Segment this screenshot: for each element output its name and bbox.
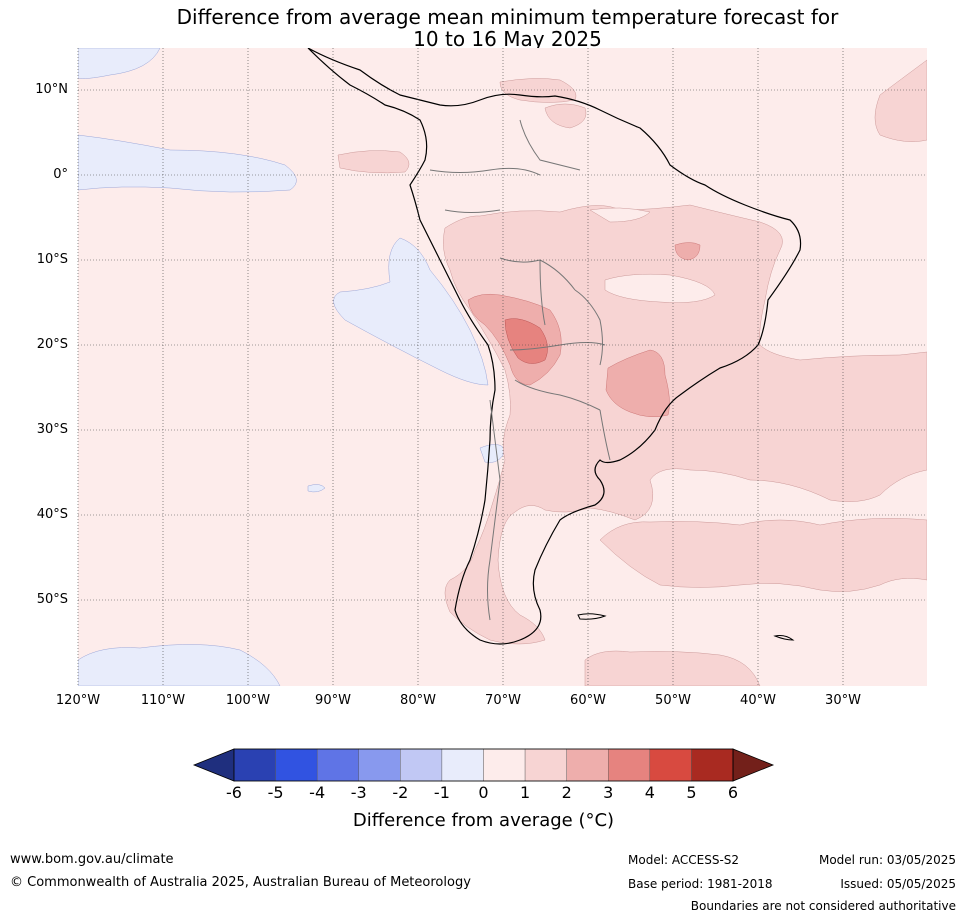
colorbar-tick-label: -1 xyxy=(433,783,450,802)
footer-copyright: © Commonwealth of Australia 2025, Austra… xyxy=(10,875,471,890)
colorbar-outline xyxy=(233,748,734,782)
colorbar-tick-label: 5 xyxy=(686,783,697,802)
lat-label-50s: 50°S xyxy=(36,592,68,607)
colorbar-tick-label: -4 xyxy=(309,783,326,802)
colorbar-label: Difference from average (°C) xyxy=(352,810,615,831)
colorbar-tick-label: 0 xyxy=(478,783,489,802)
neutral-region-amazon-hole xyxy=(589,207,651,223)
warm-region-pacific-patch xyxy=(337,150,410,174)
lon-label-70w: 70°W xyxy=(485,693,521,708)
lon-label-90w: 90°W xyxy=(315,693,351,708)
warm-region-chaco-hotspot xyxy=(504,318,548,364)
colorbar-segment xyxy=(400,748,443,782)
colorbar-tick-label: 4 xyxy=(644,783,655,802)
footer-website: www.bom.gov.au/climate xyxy=(10,852,174,867)
lon-label-100w: 100°W xyxy=(225,693,271,708)
falkland-islands xyxy=(577,613,607,620)
colorbar-extend-high xyxy=(732,748,775,782)
lat-label-10s: 10°S xyxy=(36,252,68,267)
colorbar-tick-label: 3 xyxy=(603,783,614,802)
chart-title-line-1: Difference from average mean minimum tem… xyxy=(176,5,839,29)
colorbar-segment xyxy=(441,748,484,782)
lat-label-20s: 20°S xyxy=(36,337,68,352)
colorbar-tick-label: -3 xyxy=(350,783,367,802)
warm-region-venezuela xyxy=(544,103,587,129)
colorbar-tick-label: -2 xyxy=(392,783,409,802)
colorbar-segment xyxy=(316,748,359,782)
lon-label-40w: 40°W xyxy=(740,693,776,708)
cool-region-pacific-small xyxy=(307,484,326,493)
south-america-coastline xyxy=(307,48,802,645)
footer-disclaimer: Boundaries are not considered authoritat… xyxy=(690,899,956,913)
warm-region-northeast-brazil xyxy=(674,242,701,261)
lat-label-10n: 10°N xyxy=(35,82,68,97)
warm-region-southern-brazil xyxy=(605,349,670,418)
cool-region-equatorial-pacific xyxy=(78,134,297,193)
colorbar-segment xyxy=(233,748,276,782)
lon-label-120w: 120°W xyxy=(55,693,101,708)
lat-label-30s: 30°S xyxy=(36,422,68,437)
colorbar-segment xyxy=(483,748,526,782)
cool-region-northwest xyxy=(78,48,161,79)
colorbar-tick-label: 1 xyxy=(519,783,531,802)
colorbar-extend-low xyxy=(192,748,235,782)
colorbar-segment xyxy=(608,748,651,782)
lon-label-50w: 50°W xyxy=(655,693,691,708)
footer-model-run: Model run: 03/05/2025 xyxy=(818,853,956,867)
warm-region-atlantic-ne xyxy=(874,59,927,142)
colorbar-segment xyxy=(358,748,401,782)
colorbar-segment xyxy=(566,748,609,782)
chart-title-line-2: 10 to 16 May 2025 xyxy=(413,27,602,51)
colorbar-segment xyxy=(275,748,318,782)
colorbar-segment xyxy=(524,748,567,782)
footer-base-period: Base period: 1981-2018 xyxy=(628,877,773,891)
lon-label-80w: 80°W xyxy=(400,693,436,708)
colorbar-tick-label: 6 xyxy=(727,783,739,802)
lon-label-110w: 110°W xyxy=(140,693,186,708)
cool-region-peru-offshore xyxy=(333,237,489,386)
colorbar-tick-label: 2 xyxy=(561,783,572,802)
footer-issued: Issued: 05/05/2025 xyxy=(840,877,956,891)
south-georgia xyxy=(773,635,795,641)
warm-region-south-america xyxy=(443,204,927,645)
warm-region-southern-atlantic xyxy=(584,650,761,686)
colorbar-segment xyxy=(691,748,734,782)
colorbar-segment xyxy=(649,748,692,782)
lon-label-30w: 30°W xyxy=(825,693,861,708)
cool-region-southern-pacific xyxy=(78,644,281,686)
colorbar-tick-label: -5 xyxy=(267,783,284,802)
lat-label-0: 0° xyxy=(53,167,68,182)
neutral-region-brazil-hole xyxy=(604,273,716,303)
lat-label-40s: 40°S xyxy=(36,507,68,522)
warm-region-south-atlantic xyxy=(599,518,927,592)
colorbar-tick-label: -6 xyxy=(226,783,242,802)
footer-model: Model: ACCESS-S2 xyxy=(628,853,740,867)
lon-label-60w: 60°W xyxy=(570,693,606,708)
